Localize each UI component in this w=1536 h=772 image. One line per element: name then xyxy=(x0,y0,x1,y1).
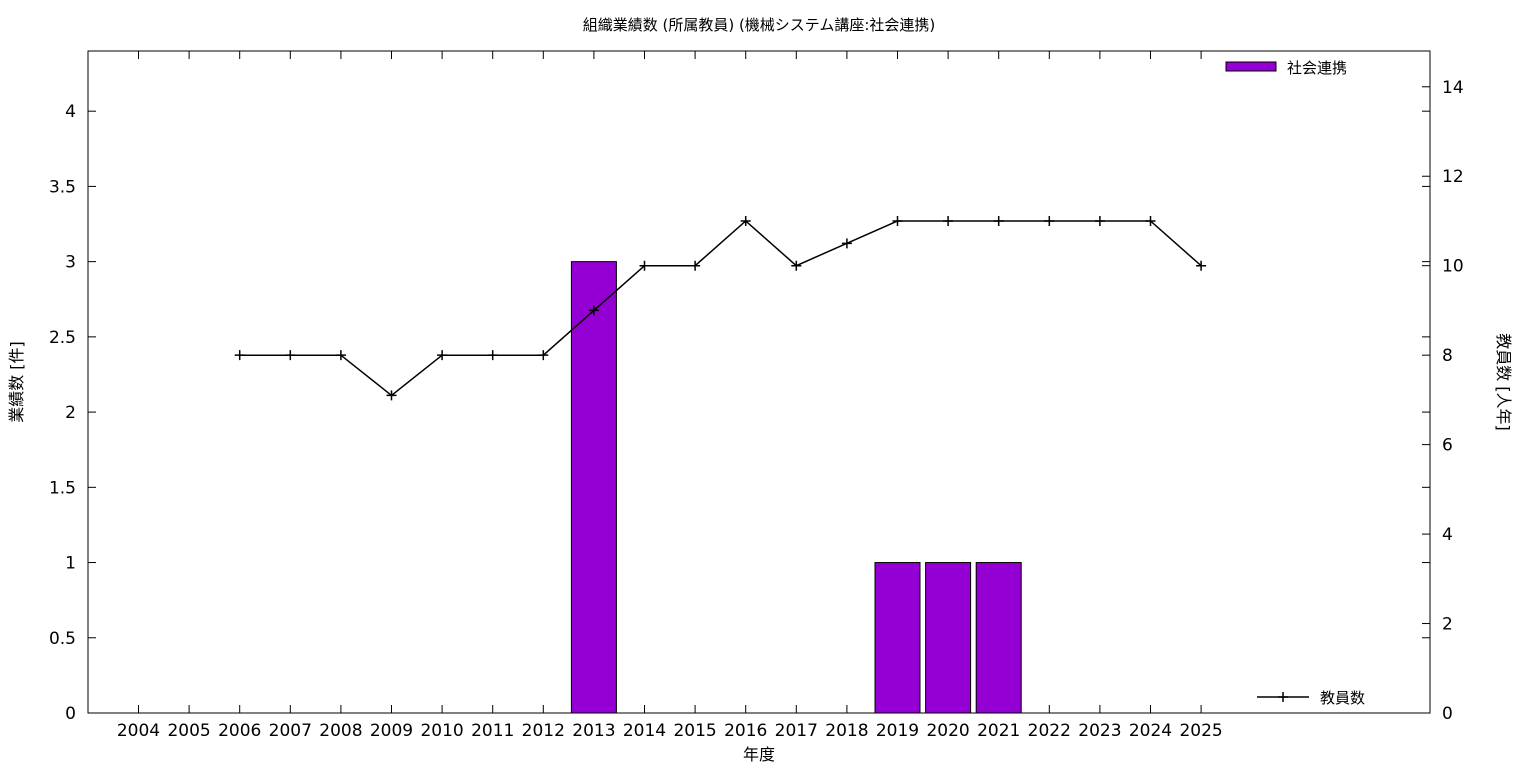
y-tick-label: 3 xyxy=(65,253,76,273)
bar xyxy=(874,562,921,714)
legend-bar-swatch xyxy=(1225,61,1277,72)
x-tick-label: 2005 xyxy=(167,721,210,741)
x-tick-label: 2019 xyxy=(876,721,919,741)
y2-tick-label: 8 xyxy=(1442,346,1453,366)
y-tick-label: 0 xyxy=(65,704,76,724)
y2-tick-label: 2 xyxy=(1442,615,1453,635)
x-tick-label: 2018 xyxy=(825,721,868,741)
y2-tick-label: 6 xyxy=(1442,436,1453,456)
line-point xyxy=(335,350,346,361)
line-point xyxy=(386,390,397,401)
line-point xyxy=(588,305,599,316)
x-tick-label: 2017 xyxy=(775,721,818,741)
line-point xyxy=(740,215,751,226)
y2-tick-label: 0 xyxy=(1442,704,1453,724)
y-tick-label: 0.5 xyxy=(49,629,76,649)
x-axis-label: 年度 xyxy=(743,745,775,764)
line-point xyxy=(791,260,802,271)
x-tick-label: 2012 xyxy=(522,721,565,741)
x-tick-label: 2004 xyxy=(117,721,160,741)
x-tick-label: 2025 xyxy=(1179,721,1222,741)
line-point xyxy=(892,215,903,226)
x-tick-label: 2014 xyxy=(623,721,666,741)
x-tick-label: 2010 xyxy=(420,721,463,741)
y2-tick-label: 10 xyxy=(1442,257,1464,277)
y2-tick-label: 12 xyxy=(1442,167,1464,187)
legend-line-series: 教員数 xyxy=(1257,689,1365,707)
chart-title: 組織業績数 (所属教員) (機械システム講座:社会連携) xyxy=(583,16,936,34)
x-tick-label: 2009 xyxy=(370,721,413,741)
legend-bar-series: 社会連携 xyxy=(1225,59,1347,77)
x-tick-label: 2008 xyxy=(319,721,362,741)
line-point xyxy=(1044,215,1055,226)
bar xyxy=(975,562,1022,714)
y-tick-label: 3.5 xyxy=(49,177,76,197)
line-point xyxy=(1196,260,1207,271)
line-point xyxy=(285,350,296,361)
x-tick-label: 2020 xyxy=(926,721,969,741)
y-axis-label: 業績数 [件] xyxy=(7,341,26,423)
legend-bar-label: 社会連携 xyxy=(1287,59,1347,77)
legend-line-label: 教員数 xyxy=(1320,689,1365,707)
bar xyxy=(570,261,617,714)
line-point xyxy=(943,215,954,226)
line-point xyxy=(639,260,650,271)
line-point xyxy=(993,215,1004,226)
line-point xyxy=(690,260,701,271)
x-tick-label: 2024 xyxy=(1129,721,1172,741)
bar xyxy=(925,562,972,714)
line-point xyxy=(487,350,498,361)
x-tick-label: 2022 xyxy=(1028,721,1071,741)
legend-line-marker xyxy=(1278,692,1288,702)
x-tick-label: 2011 xyxy=(471,721,514,741)
x-tick-label: 2021 xyxy=(977,721,1020,741)
x-tick-label: 2016 xyxy=(724,721,767,741)
x-tick-label: 2013 xyxy=(572,721,615,741)
y2-tick-label: 4 xyxy=(1442,525,1453,545)
y-tick-label: 1.5 xyxy=(49,478,76,498)
y-tick-label: 2 xyxy=(65,403,76,423)
line-point xyxy=(538,350,549,361)
y2-tick-label: 14 xyxy=(1442,78,1464,98)
y2-axis-label: 教員数 [人年] xyxy=(1494,333,1513,431)
x-tick-label: 2007 xyxy=(269,721,312,741)
line-point xyxy=(1094,215,1105,226)
line-point xyxy=(234,350,245,361)
line-point xyxy=(841,238,852,249)
x-tick-label: 2006 xyxy=(218,721,261,741)
y-tick-label: 4 xyxy=(65,102,76,122)
line-point xyxy=(1145,215,1156,226)
y-tick-label: 2.5 xyxy=(49,328,76,348)
x-tick-label: 2023 xyxy=(1078,721,1121,741)
plot-area xyxy=(87,50,1431,714)
line-path xyxy=(239,219,1202,397)
y-tick-label: 1 xyxy=(65,554,76,574)
line-point xyxy=(437,350,448,361)
x-tick-label: 2015 xyxy=(673,721,716,741)
